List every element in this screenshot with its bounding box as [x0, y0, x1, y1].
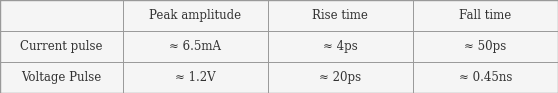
Text: Voltage Pulse: Voltage Pulse — [21, 71, 102, 84]
Text: Peak amplitude: Peak amplitude — [149, 9, 242, 22]
Text: Fall time: Fall time — [459, 9, 512, 22]
Text: ≈ 1.2V: ≈ 1.2V — [175, 71, 215, 84]
Text: ≈ 6.5mA: ≈ 6.5mA — [169, 40, 222, 53]
Text: ≈ 20ps: ≈ 20ps — [319, 71, 362, 84]
Text: ≈ 0.45ns: ≈ 0.45ns — [459, 71, 512, 84]
Text: ≈ 4ps: ≈ 4ps — [323, 40, 358, 53]
Text: Current pulse: Current pulse — [20, 40, 103, 53]
Text: ≈ 50ps: ≈ 50ps — [464, 40, 507, 53]
Text: Rise time: Rise time — [312, 9, 368, 22]
